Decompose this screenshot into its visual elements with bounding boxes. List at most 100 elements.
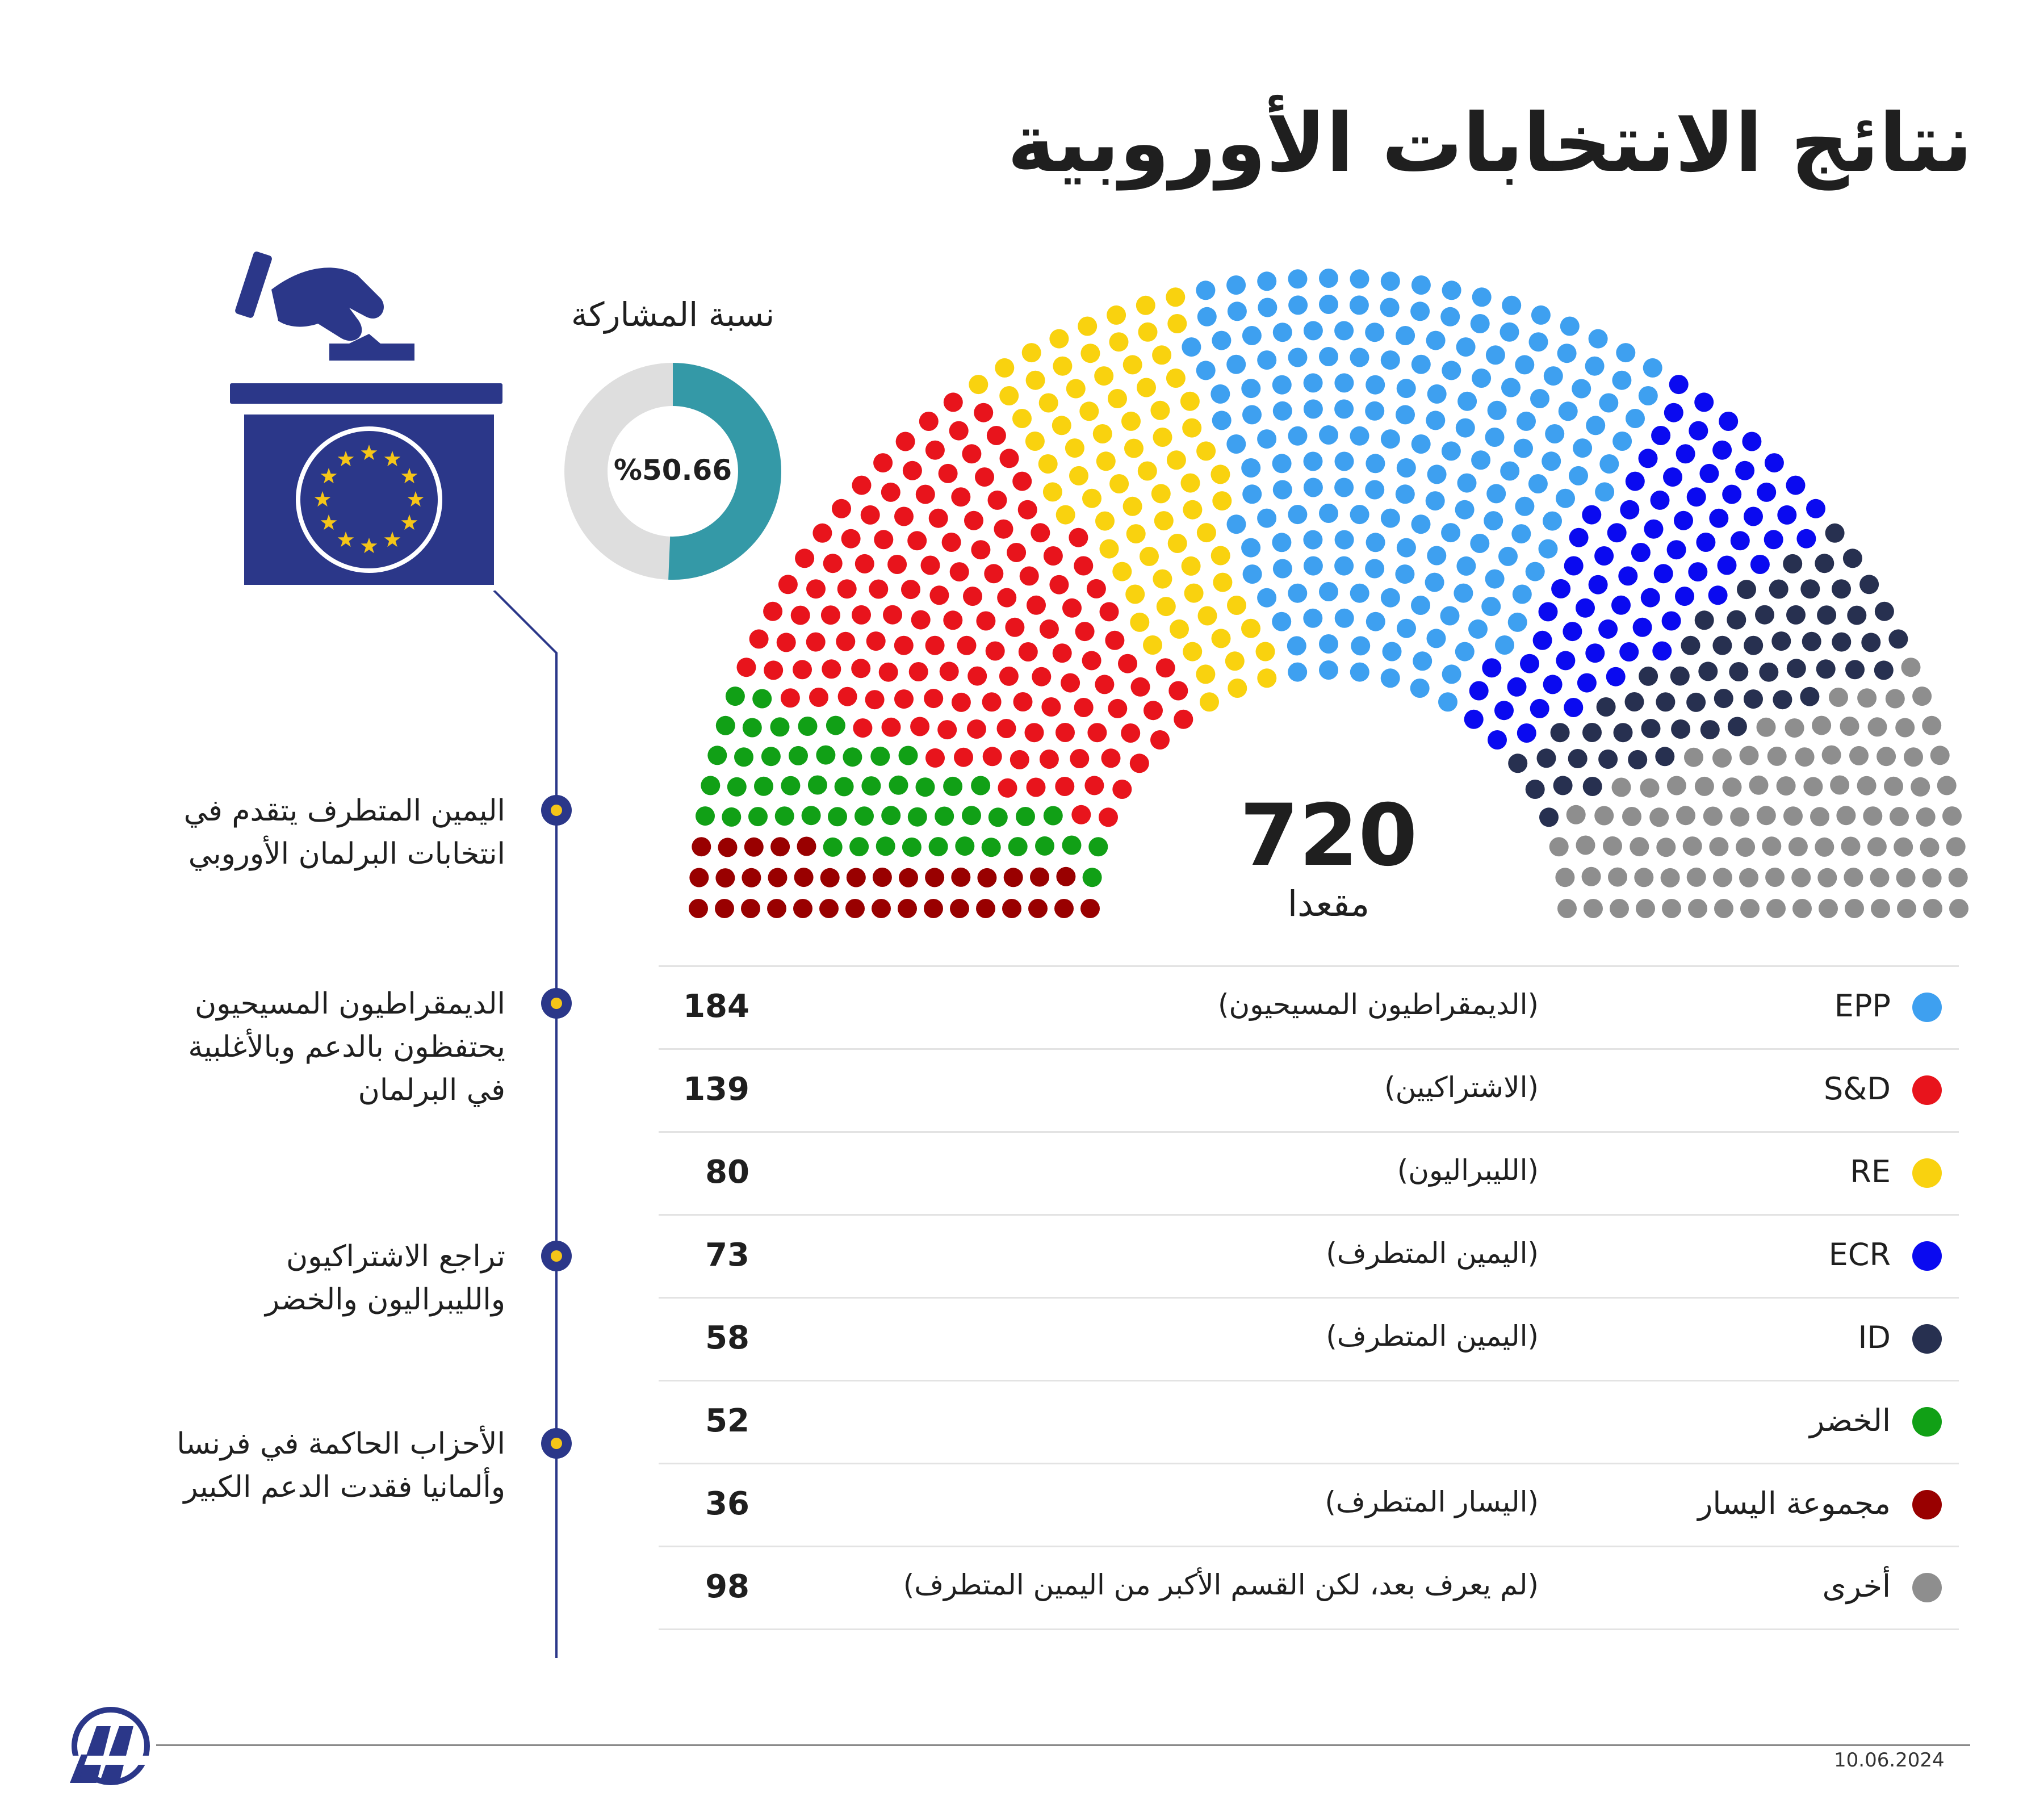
seat-dot — [1167, 314, 1187, 333]
seat-dot — [1056, 866, 1076, 886]
seat-dot — [1949, 899, 1968, 918]
seat-dot — [1676, 444, 1695, 464]
seat-dot — [1538, 539, 1558, 559]
seat-dot — [1930, 746, 1950, 765]
legend-swatch — [1912, 1324, 1942, 1354]
seat-dot — [1730, 531, 1750, 551]
seat-dot — [1396, 379, 1416, 399]
seat-dot — [1688, 899, 1707, 918]
seat-dot — [1002, 899, 1021, 918]
seat-dot — [1180, 391, 1200, 411]
seat-dot — [1052, 643, 1072, 663]
seat-dot — [1166, 450, 1186, 470]
seat-dot — [1155, 658, 1175, 678]
seat-dot — [1427, 464, 1447, 484]
seat-dot — [1626, 409, 1645, 428]
seat-dot — [1664, 403, 1683, 422]
eu-star-icon — [337, 451, 354, 467]
seat-dot — [919, 412, 939, 431]
date: 10.06.2024 — [1834, 1749, 1945, 1772]
legend-row: أخرى (لم يعرف بعد، لكن القسم الأكبر من ال… — [659, 1546, 1959, 1628]
seat-dot — [1729, 662, 1749, 681]
seat-dot — [1536, 748, 1556, 768]
seat-dot — [1152, 345, 1172, 365]
seat-dot — [1481, 597, 1501, 617]
seat-dot — [1351, 636, 1371, 656]
seat-dot — [1912, 686, 1932, 706]
seat-dot — [1124, 438, 1144, 458]
seat-dot — [1012, 409, 1032, 428]
seat-dot — [1842, 549, 1862, 568]
seat-dot — [1196, 441, 1216, 461]
legend-seat-count: 98 — [705, 1568, 749, 1605]
seat-dot — [1576, 835, 1595, 855]
seat-dot — [1598, 750, 1618, 769]
seat-dot — [1740, 899, 1760, 918]
seat-dot — [1651, 426, 1671, 445]
seat-dot — [929, 585, 949, 605]
seat-dot — [1272, 401, 1292, 421]
legend-swatch — [1912, 1490, 1942, 1519]
seat-dot — [1487, 400, 1507, 420]
seat-dot — [1564, 698, 1584, 717]
seat-dot — [1619, 642, 1639, 662]
seat-dot — [1109, 332, 1129, 352]
seat-dot — [1241, 538, 1261, 558]
seat-dot — [962, 444, 982, 464]
note-bullet — [541, 1428, 572, 1459]
eu-star-icon — [384, 531, 401, 547]
seat-dot — [780, 688, 800, 708]
seat-dot — [1736, 838, 1756, 857]
eu-star-icon — [401, 468, 418, 484]
seat-dot — [1054, 899, 1074, 918]
seat-dot — [1666, 540, 1686, 560]
seat-dot — [816, 745, 836, 765]
seat-dot — [1840, 717, 1859, 736]
seat-dot — [1612, 370, 1632, 390]
legend-swatch — [1912, 1075, 1942, 1105]
seat-dot — [1130, 677, 1150, 697]
seat-dot — [1611, 595, 1631, 615]
seat-dot — [1442, 361, 1461, 380]
seat-dot — [981, 838, 1001, 857]
seat-dot — [1075, 622, 1095, 642]
seat-dot — [1380, 271, 1400, 291]
seat-dot — [1671, 719, 1691, 739]
seat-dot — [1016, 807, 1035, 826]
seat-dot — [1074, 556, 1094, 576]
seat-dot — [1303, 478, 1323, 497]
seat-dot — [823, 554, 843, 573]
seat-dot — [1396, 458, 1416, 478]
seat-dot — [1095, 511, 1115, 531]
seat-dot — [1287, 636, 1306, 656]
seat-dot — [1786, 605, 1806, 625]
seat-dot — [1653, 564, 1673, 584]
seat-dot — [1196, 523, 1216, 543]
seat-dot — [1426, 330, 1446, 350]
seat-dot — [1196, 664, 1216, 684]
seat-dot — [1676, 806, 1695, 826]
seat-dot — [855, 554, 874, 573]
seat-dot — [1663, 467, 1682, 487]
seat-dot — [1366, 533, 1385, 552]
seat-dot — [1581, 866, 1601, 886]
legend-divider — [659, 1380, 1959, 1381]
seat-dot — [1212, 411, 1232, 430]
seat-dot — [1674, 510, 1693, 530]
eu-star-icon — [361, 538, 378, 554]
seat-dot — [1594, 806, 1614, 826]
seat-dot — [971, 776, 991, 796]
seat-dot — [1334, 530, 1354, 550]
legend-divider — [659, 1297, 1959, 1299]
seat-dot — [1080, 899, 1100, 918]
seat-dot — [1765, 868, 1785, 887]
seat-dot — [1709, 837, 1729, 857]
seat-dot — [1471, 450, 1491, 470]
seat-dot — [1211, 629, 1231, 648]
legend-row: ID (اليمين المتطرف) 58 — [659, 1297, 1959, 1380]
seat-dot — [1660, 868, 1680, 887]
seat-dot — [1543, 366, 1563, 386]
seat-dot — [1288, 295, 1308, 315]
seat-dot — [1885, 689, 1905, 709]
seat-dot — [1080, 344, 1100, 363]
